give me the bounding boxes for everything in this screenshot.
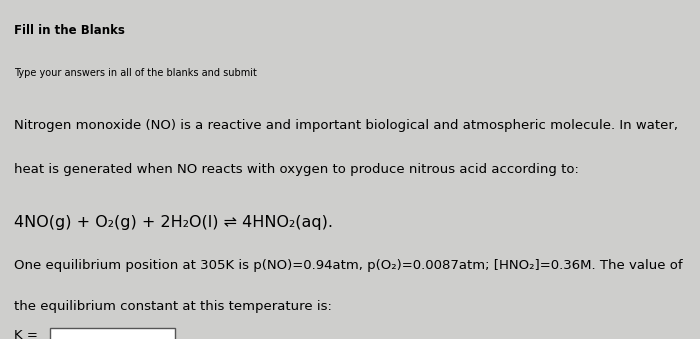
Text: One equilibrium position at 305K is p(NO)=0.94atm, p(O₂)=0.0087atm; [HNO₂]=0.36M: One equilibrium position at 305K is p(NO… xyxy=(14,259,682,272)
Text: Type your answers in all of the blanks and submit: Type your answers in all of the blanks a… xyxy=(14,68,257,78)
Text: heat is generated when NO reacts with oxygen to produce nitrous acid according t: heat is generated when NO reacts with ox… xyxy=(14,163,579,176)
FancyBboxPatch shape xyxy=(50,328,175,339)
Text: 4NO(g) + O₂(g) + 2H₂O(l) ⇌ 4HNO₂(aq).: 4NO(g) + O₂(g) + 2H₂O(l) ⇌ 4HNO₂(aq). xyxy=(14,215,333,230)
Text: K =: K = xyxy=(14,329,38,339)
Text: Nitrogen monoxide (NO) is a reactive and important biological and atmospheric mo: Nitrogen monoxide (NO) is a reactive and… xyxy=(14,119,678,132)
Text: the equilibrium constant at this temperature is:: the equilibrium constant at this tempera… xyxy=(14,300,332,313)
Text: Fill in the Blanks: Fill in the Blanks xyxy=(14,24,125,37)
